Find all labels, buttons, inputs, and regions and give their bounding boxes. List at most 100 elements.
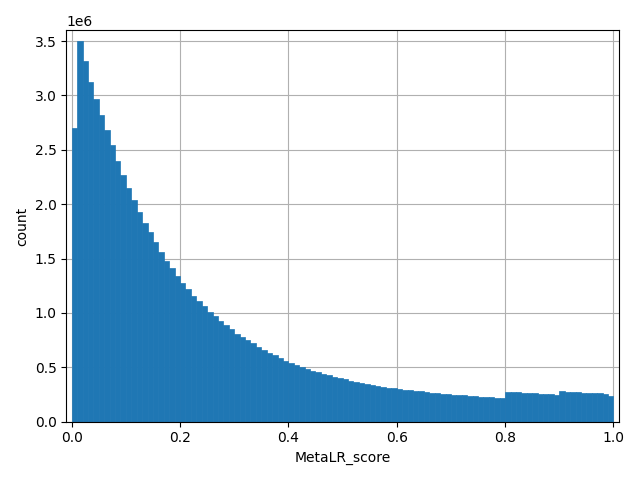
Y-axis label: count: count	[15, 206, 29, 245]
Bar	[256, 347, 261, 422]
Bar	[391, 388, 397, 422]
Bar	[300, 367, 305, 422]
Bar	[419, 392, 424, 422]
Bar	[120, 175, 126, 422]
Bar	[424, 392, 429, 422]
Bar	[375, 386, 381, 422]
Bar	[164, 261, 169, 422]
Bar	[104, 130, 109, 422]
Bar	[283, 361, 289, 422]
Bar	[191, 296, 196, 422]
Bar	[305, 369, 310, 422]
Bar	[342, 379, 348, 422]
Bar	[175, 276, 180, 422]
Bar	[278, 358, 283, 422]
Bar	[126, 188, 131, 422]
Bar	[370, 385, 375, 422]
Bar	[326, 375, 332, 422]
Bar	[608, 396, 614, 422]
Bar	[532, 394, 538, 422]
Bar	[440, 394, 445, 422]
Bar	[381, 387, 386, 422]
Bar	[489, 397, 494, 422]
Bar	[581, 393, 586, 422]
Bar	[461, 396, 467, 422]
Bar	[494, 398, 500, 422]
Bar	[212, 316, 218, 422]
Bar	[408, 390, 413, 422]
Bar	[77, 41, 83, 422]
Bar	[218, 321, 223, 422]
Bar	[137, 212, 142, 422]
Bar	[478, 396, 483, 422]
Bar	[99, 115, 104, 422]
Bar	[153, 242, 158, 422]
Bar	[337, 378, 342, 422]
Bar	[109, 145, 115, 422]
Bar	[180, 283, 186, 422]
Bar	[483, 397, 489, 422]
Bar	[223, 325, 229, 422]
Bar	[131, 200, 137, 422]
Bar	[88, 83, 93, 422]
Bar	[353, 382, 359, 422]
Bar	[239, 337, 245, 422]
X-axis label: MetaLR_score: MetaLR_score	[294, 451, 390, 465]
Bar	[272, 355, 278, 422]
Bar	[570, 392, 575, 422]
Bar	[575, 392, 581, 422]
Bar	[261, 350, 267, 422]
Bar	[402, 390, 408, 422]
Bar	[158, 252, 164, 422]
Bar	[83, 60, 88, 422]
Bar	[603, 394, 608, 422]
Bar	[202, 306, 207, 422]
Bar	[554, 395, 559, 422]
Bar	[397, 389, 402, 422]
Bar	[348, 381, 353, 422]
Bar	[505, 392, 511, 422]
Bar	[522, 393, 527, 422]
Bar	[148, 232, 153, 422]
Bar	[72, 128, 77, 422]
Bar	[467, 396, 472, 422]
Bar	[564, 392, 570, 422]
Bar	[516, 393, 522, 422]
Bar	[413, 391, 419, 422]
Bar	[169, 268, 175, 422]
Bar	[294, 365, 300, 422]
Bar	[115, 161, 120, 422]
Bar	[500, 398, 505, 422]
Bar	[543, 394, 548, 422]
Bar	[359, 383, 364, 422]
Bar	[142, 223, 148, 422]
Bar	[289, 363, 294, 422]
Bar	[456, 395, 461, 422]
Bar	[267, 353, 272, 422]
Bar	[93, 99, 99, 422]
Bar	[592, 393, 597, 422]
Bar	[586, 393, 592, 422]
Bar	[310, 371, 316, 422]
Bar	[250, 343, 256, 422]
Bar	[321, 374, 326, 422]
Bar	[527, 393, 532, 422]
Bar	[548, 395, 554, 422]
Bar	[234, 334, 239, 422]
Bar	[511, 392, 516, 422]
Bar	[229, 329, 234, 422]
Bar	[207, 312, 212, 422]
Bar	[538, 394, 543, 422]
Bar	[364, 384, 370, 422]
Bar	[332, 377, 337, 422]
Bar	[196, 301, 202, 422]
Bar	[472, 396, 478, 422]
Bar	[435, 393, 440, 422]
Bar	[386, 388, 391, 422]
Bar	[445, 394, 451, 422]
Bar	[186, 289, 191, 422]
Bar	[451, 395, 456, 422]
Bar	[597, 394, 603, 422]
Bar	[429, 393, 435, 422]
Bar	[316, 372, 321, 422]
